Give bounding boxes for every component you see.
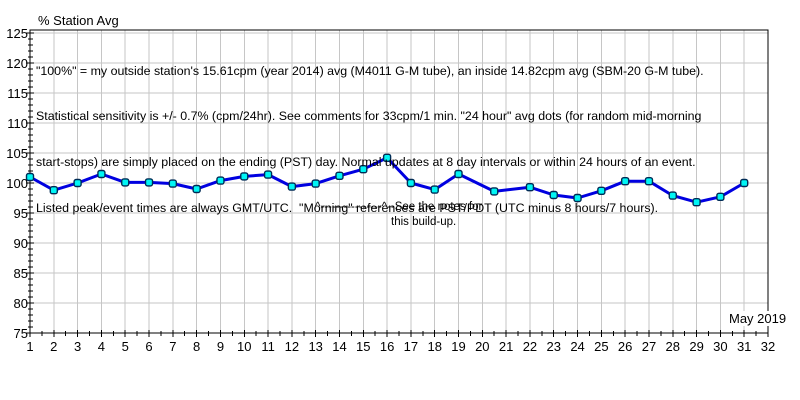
data-point-marker	[287, 182, 297, 191]
data-point-marker	[49, 185, 59, 195]
data-point-marker	[692, 197, 701, 207]
x-axis-tick-label: 17	[403, 339, 419, 354]
data-point-marker	[597, 186, 606, 196]
y-axis-tick-label: 120	[6, 55, 28, 71]
data-point-marker	[216, 176, 225, 185]
data-point-marker	[716, 192, 725, 202]
x-axis-tick-label: 29	[689, 339, 704, 354]
x-axis-tick-label: 7	[169, 339, 177, 354]
callout-annotation: ^----------------^--See the notes for	[315, 201, 483, 213]
x-axis-tick-label: 22	[522, 339, 538, 354]
y-axis-tick-label: 85	[13, 265, 28, 281]
data-point-marker	[335, 171, 344, 181]
x-axis-tick-label: 10	[237, 339, 252, 354]
x-axis-tick-label: 6	[145, 339, 153, 354]
x-axis-tick-label: 26	[617, 339, 633, 354]
x-axis-tick-label: 24	[570, 339, 585, 354]
x-axis-tick-label: 5	[121, 339, 129, 354]
data-point-marker	[97, 169, 106, 179]
data-point-marker	[406, 178, 416, 188]
data-point-marker	[73, 178, 82, 188]
x-axis-tick-label: 14	[332, 339, 347, 354]
x-axis-tick-label: 21	[498, 339, 514, 354]
x-axis-tick-label: 23	[546, 339, 561, 354]
y-axis-tick-label: 80	[13, 295, 28, 311]
data-point-marker	[121, 178, 130, 187]
y-axis-tick-label: 105	[6, 145, 28, 161]
data-point-marker	[668, 191, 677, 200]
x-axis-tick-label: 13	[308, 339, 323, 354]
data-point-marker	[144, 178, 154, 187]
notes-line: "100%" = my outside station's 15.61cpm (…	[36, 63, 704, 78]
x-axis-tick-label: 15	[356, 339, 371, 354]
x-axis-tick-label: 32	[760, 339, 776, 354]
data-point-marker	[25, 172, 35, 182]
x-axis-tick-label: 28	[665, 339, 680, 354]
period-label: May 2019	[728, 311, 788, 326]
x-axis-tick-label: 9	[216, 339, 225, 354]
y-axis-tick-label: 75	[13, 325, 28, 341]
y-axis-tick-label: 125	[6, 25, 28, 41]
data-point-marker	[359, 164, 368, 174]
x-axis-tick-label: 19	[451, 339, 466, 354]
x-axis-tick-label: 31	[736, 339, 752, 354]
x-axis-tick-label: 4	[97, 339, 106, 354]
data-point-marker	[620, 176, 630, 186]
legend: = Coos Bay 24+/- hour avgs | Any large d…	[0, 360, 800, 382]
x-axis-tick-label: 27	[641, 339, 657, 354]
x-axis-tick-label: 1	[26, 339, 34, 354]
data-point-marker	[263, 170, 273, 179]
data-point-marker	[549, 190, 558, 200]
data-point-marker	[739, 178, 749, 188]
data-point-marker	[525, 182, 535, 192]
x-axis-tick-label: 16	[379, 339, 395, 354]
x-axis-tick-label: 2	[50, 339, 58, 354]
data-point-marker	[573, 193, 582, 203]
data-point-marker	[644, 176, 654, 186]
chart-title: % Station Avg	[38, 13, 119, 28]
x-axis-tick-label: 18	[427, 339, 442, 354]
x-axis-tick-label: 30	[713, 339, 728, 354]
data-point-marker	[430, 185, 439, 194]
y-axis-tick-label: 100	[6, 175, 28, 191]
data-point-marker	[168, 179, 178, 188]
data-point-marker	[240, 172, 249, 181]
data-point-marker	[192, 184, 201, 194]
x-axis-tick-label: 25	[594, 339, 609, 354]
x-axis-tick-label: 8	[193, 339, 201, 354]
y-axis-tick-label: 110	[7, 115, 28, 131]
y-axis-tick-label: 115	[7, 85, 28, 101]
y-axis-tick-label: 95	[13, 205, 28, 221]
callout-annotation: this build-up.	[391, 216, 457, 228]
chart-notes: "100%" = my outside station's 15.61cpm (…	[36, 33, 704, 247]
x-axis-tick-label: 20	[475, 339, 490, 354]
x-axis-tick-label: 11	[261, 339, 275, 354]
data-point-marker	[311, 179, 320, 188]
x-axis-tick-label: 3	[73, 339, 82, 354]
data-point-marker	[382, 153, 392, 163]
data-point-marker	[490, 187, 499, 196]
notes-line: Statistical sensitivity is +/- 0.7% (cpm…	[36, 109, 702, 124]
x-axis-tick-label: 12	[284, 339, 300, 354]
notes-line: Listed peak/event times are always GMT/U…	[36, 201, 659, 216]
notes-line: start-stops) are simply placed on the en…	[36, 155, 696, 170]
data-point-marker	[454, 169, 463, 179]
y-axis-tick-label: 90	[13, 235, 28, 251]
